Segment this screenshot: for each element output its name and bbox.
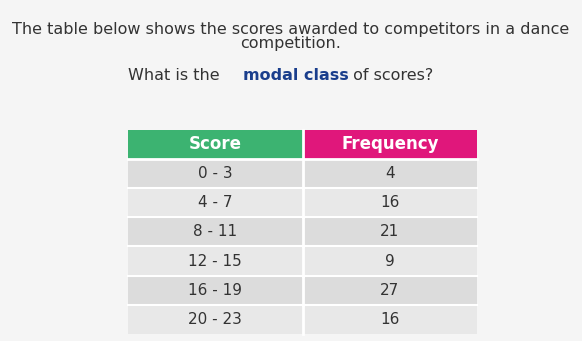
Text: 4: 4 <box>385 166 395 181</box>
Text: 12 - 15: 12 - 15 <box>189 254 242 269</box>
Text: 27: 27 <box>380 283 400 298</box>
Text: What is the: What is the <box>128 68 225 83</box>
Text: 9: 9 <box>385 254 395 269</box>
Text: competition.: competition. <box>240 36 342 51</box>
Text: The table below shows the scores awarded to competitors in a dance: The table below shows the scores awarded… <box>12 22 570 37</box>
Text: 0 - 3: 0 - 3 <box>198 166 233 181</box>
Text: 8 - 11: 8 - 11 <box>193 224 237 239</box>
Text: Score: Score <box>189 135 242 153</box>
Text: 4 - 7: 4 - 7 <box>198 195 233 210</box>
Text: Frequency: Frequency <box>341 135 439 153</box>
Text: 21: 21 <box>380 224 400 239</box>
Text: 16 - 19: 16 - 19 <box>189 283 242 298</box>
Text: 20 - 23: 20 - 23 <box>189 312 242 327</box>
Text: of scores?: of scores? <box>349 68 434 83</box>
Text: 16: 16 <box>380 312 400 327</box>
Text: 16: 16 <box>380 195 400 210</box>
Text: modal class: modal class <box>243 68 349 83</box>
